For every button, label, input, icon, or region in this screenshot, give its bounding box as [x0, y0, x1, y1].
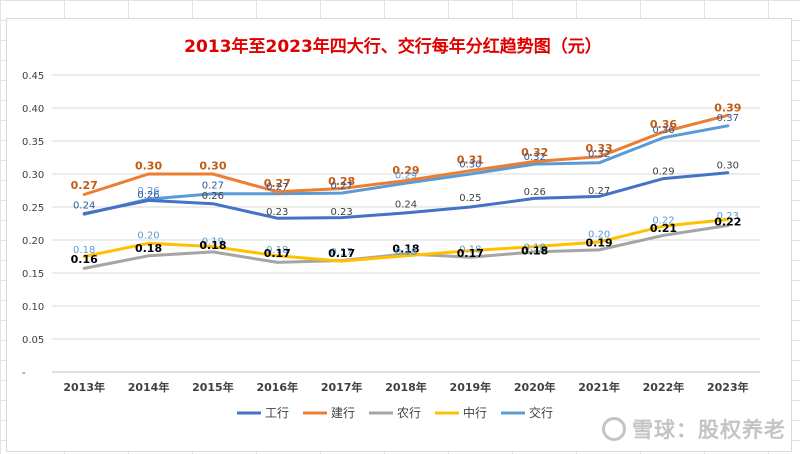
data-label: 0.16	[71, 253, 98, 266]
data-label: 0.26	[202, 191, 224, 202]
x-tick-label: 2022年	[643, 380, 685, 394]
data-label: 0.20	[588, 229, 610, 240]
data-label: 0.17	[457, 247, 484, 260]
data-label: 0.25	[459, 193, 481, 204]
data-label: 0.29	[392, 164, 419, 177]
data-label: 0.24	[73, 200, 95, 211]
data-label: 0.30	[199, 159, 226, 172]
x-tick-label: 2020年	[514, 380, 556, 394]
data-label: 0.22	[714, 215, 741, 228]
data-label: 0.27	[266, 182, 288, 193]
x-tick-label: 2017年	[321, 380, 363, 394]
series-line-农行	[82, 224, 730, 270]
x-tick-label: 2014年	[128, 380, 170, 394]
x-tick-label: 2013年	[63, 380, 105, 394]
data-label: 0.26	[524, 187, 546, 198]
y-tick-label: 0.35	[22, 137, 44, 148]
data-label: 0.18	[266, 245, 288, 256]
data-label: 0.19	[586, 237, 613, 250]
data-label: 0.32	[521, 146, 548, 159]
data-label: 0.18	[459, 245, 481, 256]
data-label: 0.36	[652, 125, 674, 136]
x-tick-label: 2016年	[256, 380, 298, 394]
series-line-工行	[82, 171, 730, 220]
y-tick-label: 0.45	[22, 71, 44, 82]
data-label: 0.19	[202, 237, 224, 248]
legend-label[interactable]: 工行	[265, 406, 289, 420]
data-label: 0.28	[328, 175, 355, 188]
data-label: 0.24	[395, 200, 417, 211]
data-label: 0.26	[137, 186, 159, 197]
legend-label[interactable]: 建行	[331, 406, 355, 420]
data-label: 0.23	[266, 207, 288, 218]
data-label: 0.37	[717, 113, 739, 124]
x-tick-label: 2015年	[192, 380, 234, 394]
data-label: 0.36	[650, 118, 677, 131]
data-label: 0.30	[135, 159, 162, 172]
x-axis-ticks: 2013年 2014年 2015年 2016年 2017年 2018年 2019年 2020年…	[63, 380, 748, 394]
y-tick-label: 0.40	[22, 104, 44, 115]
data-label: 0.23	[331, 207, 353, 218]
data-label: 0.21	[650, 222, 677, 235]
y-tick-label: 0.10	[22, 302, 44, 313]
data-label: 0.20	[137, 231, 159, 242]
y-tick-label: 0.30	[22, 170, 44, 181]
data-label: 0.17	[264, 247, 291, 260]
legend[interactable]: 工行 建行 农行 中行 交行	[237, 405, 553, 420]
data-label: 0.22	[652, 216, 674, 227]
y-tick-label: 0.25	[22, 203, 44, 214]
series-line-中行	[82, 218, 730, 263]
data-label: 0.17	[331, 247, 353, 258]
data-label: 0.18	[521, 245, 548, 258]
series-line-交行	[82, 124, 730, 216]
y-tick-label: 0.20	[22, 236, 44, 247]
data-label: 0.18	[395, 247, 417, 258]
data-label: 0.27	[71, 179, 98, 192]
x-tick-label: 2019年	[450, 380, 492, 394]
legend-label[interactable]: 交行	[529, 405, 553, 420]
data-label: 0.29	[652, 167, 674, 178]
data-label: 0.33	[586, 142, 613, 155]
x-tick-label: 2018年	[385, 380, 427, 394]
data-labels: 0.270.240.180.160.300.260.260.200.180.30…	[71, 101, 742, 266]
data-label: 0.32	[588, 149, 610, 160]
data-label: 0.27	[588, 186, 610, 197]
y-tick-label: 0.15	[22, 269, 44, 280]
data-label: 0.17	[328, 247, 355, 260]
data-label: 0.18	[524, 243, 546, 254]
y-axis-ticks: - 0.05 0.10 0.15 0.20 0.25 0.30 0.35 0.40 0.45	[22, 71, 44, 379]
y-tick-label: -	[22, 368, 26, 379]
data-label: 0.23	[717, 211, 739, 222]
data-label: 0.26	[137, 190, 159, 201]
data-label: 0.32	[524, 152, 546, 163]
y-tick-label: 0.05	[22, 335, 44, 346]
data-label: 0.30	[459, 159, 481, 170]
x-tick-label: 2021年	[578, 380, 620, 394]
data-label: 0.18	[392, 243, 419, 256]
legend-label[interactable]: 中行	[463, 405, 487, 420]
data-label: 0.29	[395, 171, 417, 182]
data-label: 0.27	[202, 181, 224, 192]
data-label: 0.27	[331, 181, 353, 192]
legend-label[interactable]: 农行	[397, 406, 421, 420]
data-label: 0.31	[457, 153, 484, 166]
data-label: 0.18	[135, 242, 162, 255]
x-tick-label: 2023年	[707, 380, 749, 394]
data-label: 0.18	[73, 245, 95, 256]
data-label: 0.27	[264, 177, 291, 190]
data-label: 0.39	[714, 101, 741, 114]
data-label: 0.18	[199, 239, 226, 252]
series-lines	[82, 113, 730, 270]
chart-title: 2013年至2023年四大行、交行每年分红趋势图（元）	[184, 36, 602, 57]
data-label: 0.30	[717, 161, 739, 172]
series-line-建行	[82, 113, 730, 196]
